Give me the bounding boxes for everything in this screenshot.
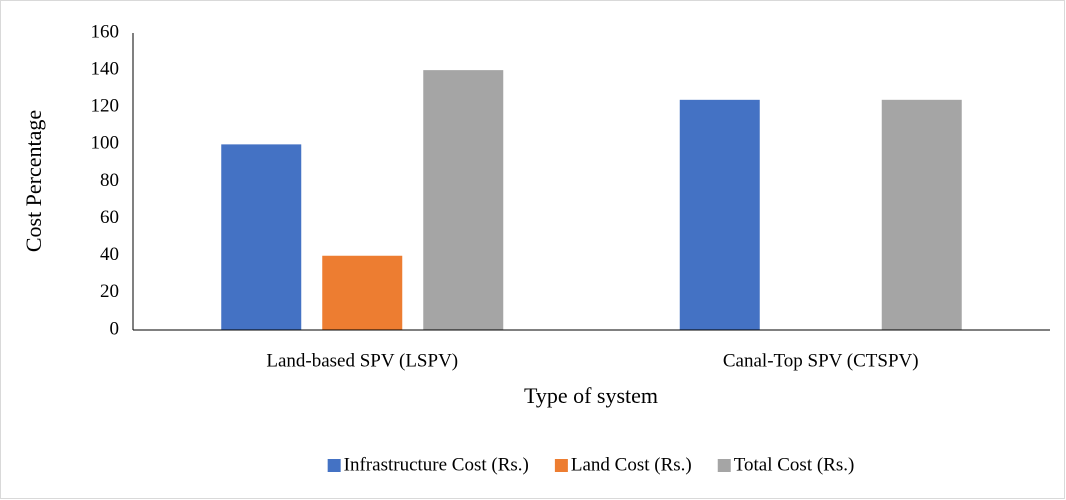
bar [322,255,403,330]
bar [881,99,962,330]
y-tick-label: 120 [91,96,120,117]
y-tick-label: 60 [100,207,119,228]
y-tick-label: 100 [91,133,120,154]
bar [423,70,504,330]
x-tick-label: Land-based SPV (LSPV) [266,350,458,371]
bar [221,144,302,330]
y-tick-label: 20 [100,281,119,302]
y-tick-label: 80 [100,170,119,191]
legend-label: Total Cost (Rs.) [734,454,855,475]
y-tick-label: 160 [91,21,120,42]
y-tick-label: 40 [100,244,119,265]
legend-label: Land Cost (Rs.) [571,454,692,475]
x-axis-label: Type of system [524,383,658,408]
y-axis-label: Cost Percentage [21,110,46,252]
x-tick-label: Canal-Top SPV (CTSPV) [723,350,919,371]
bar [679,99,760,330]
legend-swatch [327,459,341,472]
legend-swatch [717,459,731,472]
y-tick-label: 140 [91,58,120,79]
legend-swatch [554,459,568,472]
legend-label: Infrastructure Cost (Rs.) [344,454,529,475]
y-tick-label: 0 [110,318,120,339]
